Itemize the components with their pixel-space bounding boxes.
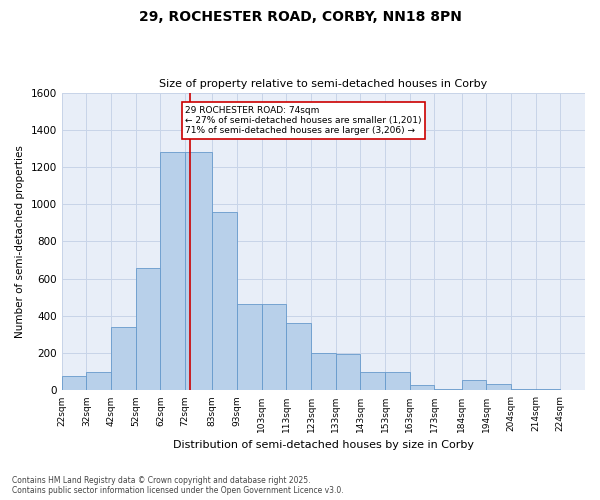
Bar bbox=[434, 388, 461, 390]
Bar bbox=[212, 212, 237, 390]
Bar bbox=[86, 372, 111, 390]
Bar bbox=[136, 268, 160, 390]
Text: 29 ROCHESTER ROAD: 74sqm
← 27% of semi-detached houses are smaller (1,201)
71% o: 29 ROCHESTER ROAD: 74sqm ← 27% of semi-d… bbox=[185, 106, 422, 136]
Bar bbox=[111, 327, 136, 390]
Title: Size of property relative to semi-detached houses in Corby: Size of property relative to semi-detach… bbox=[159, 79, 487, 89]
Bar bbox=[62, 376, 86, 390]
Bar bbox=[461, 380, 486, 390]
Bar bbox=[410, 385, 434, 390]
Bar bbox=[237, 304, 262, 390]
Bar bbox=[262, 304, 286, 390]
Bar bbox=[361, 372, 385, 390]
Bar bbox=[536, 388, 560, 390]
Bar bbox=[486, 384, 511, 390]
Bar bbox=[286, 324, 311, 390]
Bar bbox=[511, 388, 536, 390]
Y-axis label: Number of semi-detached properties: Number of semi-detached properties bbox=[15, 145, 25, 338]
X-axis label: Distribution of semi-detached houses by size in Corby: Distribution of semi-detached houses by … bbox=[173, 440, 474, 450]
Bar bbox=[385, 372, 410, 390]
Bar bbox=[160, 152, 185, 390]
Bar bbox=[185, 152, 212, 390]
Bar bbox=[311, 353, 335, 391]
Text: 29, ROCHESTER ROAD, CORBY, NN18 8PN: 29, ROCHESTER ROAD, CORBY, NN18 8PN bbox=[139, 10, 461, 24]
Text: Contains HM Land Registry data © Crown copyright and database right 2025.
Contai: Contains HM Land Registry data © Crown c… bbox=[12, 476, 344, 495]
Bar bbox=[335, 354, 361, 391]
